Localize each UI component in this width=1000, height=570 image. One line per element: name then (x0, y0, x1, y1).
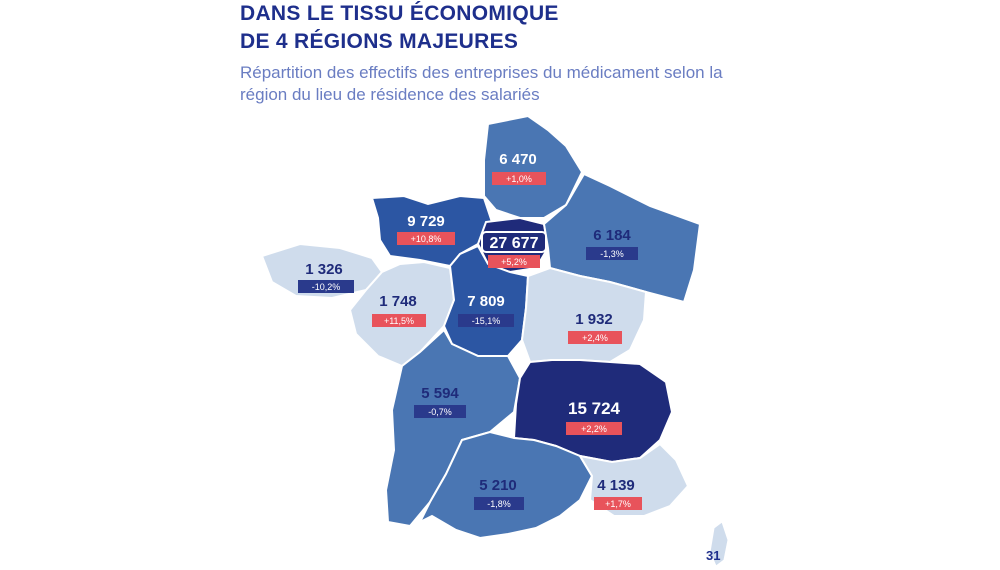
change-centre-val-de-loire: -15,1% (472, 316, 501, 326)
badge-hauts-de-france (492, 172, 546, 185)
title-line-1: DANS LE TISSU ÉCONOMIQUE (240, 2, 559, 25)
change-normandie: +10,8% (411, 234, 442, 244)
value-normandie: 9 729 (407, 213, 445, 230)
change-grand-est: -1,3% (600, 249, 624, 259)
value-nouvelle-aquitaine: 5 594 (421, 385, 459, 402)
label-auvergne-rhone-alpes: 15 724 +2,2% (566, 399, 622, 435)
label-bretagne: 1 326 -10,2% (298, 261, 354, 293)
change-occitanie: -1,8% (487, 499, 511, 509)
badge-bourgogne-franche-comte (568, 331, 622, 344)
region-occitanie (417, 430, 594, 540)
title-line-2: DE 4 RÉGIONS MAJEURES (240, 30, 519, 53)
change-pays-de-la-loire: +11,5% (384, 316, 414, 326)
chart-title: DANS LE TISSU ÉCONOMIQUE DE 4 RÉGIONS MA… (240, 0, 559, 56)
badge-normandie (397, 232, 455, 245)
label-paca: 4 139 +1,7% (594, 477, 642, 510)
value-auvergne-rhone-alpes: 15 724 (568, 399, 621, 418)
change-hauts-de-france: +1,0% (506, 174, 532, 184)
region-hauts-de-france (483, 114, 584, 219)
chart-subtitle: Répartition des effectifs des entreprise… (240, 63, 723, 104)
change-ile-de-france: +5,2% (501, 257, 527, 267)
change-auvergne-rhone-alpes: +2,2% (581, 424, 607, 434)
label-bourgogne-franche-comte: 1 932 +2,4% (568, 311, 622, 344)
label-nouvelle-aquitaine: 5 594 -0,7% (414, 385, 466, 418)
badge-paca (594, 497, 642, 510)
badge-bretagne (298, 280, 354, 293)
change-bourgogne-franche-comte: +2,4% (582, 333, 608, 343)
badge-occitanie (474, 497, 524, 510)
value-grand-est: 6 184 (593, 227, 631, 244)
change-paca: +1,7% (605, 499, 631, 509)
change-bretagne: -10,2% (312, 282, 341, 292)
value-ile-de-france: 27 677 (490, 235, 539, 252)
badge-centre-val-de-loire (458, 314, 514, 327)
region-grand-est (542, 172, 702, 304)
label-occitanie: 5 210 -1,8% (474, 477, 524, 510)
value-box-ile-de-france (481, 231, 547, 253)
badge-pays-de-la-loire (372, 314, 426, 327)
value-bourgogne-franche-comte: 1 932 (575, 311, 613, 328)
badge-nouvelle-aquitaine (414, 405, 466, 418)
badge-auvergne-rhone-alpes (566, 422, 622, 435)
badge-grand-est (586, 247, 638, 260)
value-pays-de-la-loire: 1 748 (379, 293, 417, 310)
value-occitanie: 5 210 (479, 477, 517, 494)
badge-ile-de-france (488, 255, 540, 268)
label-hauts-de-france: 6 470 +1,0% (492, 151, 546, 185)
label-normandie: 9 729 +10,8% (397, 213, 455, 245)
value-bretagne: 1 326 (305, 261, 343, 278)
label-ile-de-france: 27 677 +5,2% (481, 231, 547, 268)
value-hauts-de-france: 6 470 (499, 151, 537, 168)
value-centre-val-de-loire: 7 809 (467, 293, 505, 310)
change-nouvelle-aquitaine: -0,7% (428, 407, 452, 417)
value-paca: 4 139 (597, 477, 635, 494)
page-number: 31 (706, 548, 721, 563)
label-grand-est: 6 184 -1,3% (586, 227, 638, 260)
label-pays-de-la-loire: 1 748 +11,5% (372, 293, 426, 327)
region-corse (709, 521, 729, 567)
label-centre-val-de-loire: 7 809 -15,1% (458, 293, 514, 327)
